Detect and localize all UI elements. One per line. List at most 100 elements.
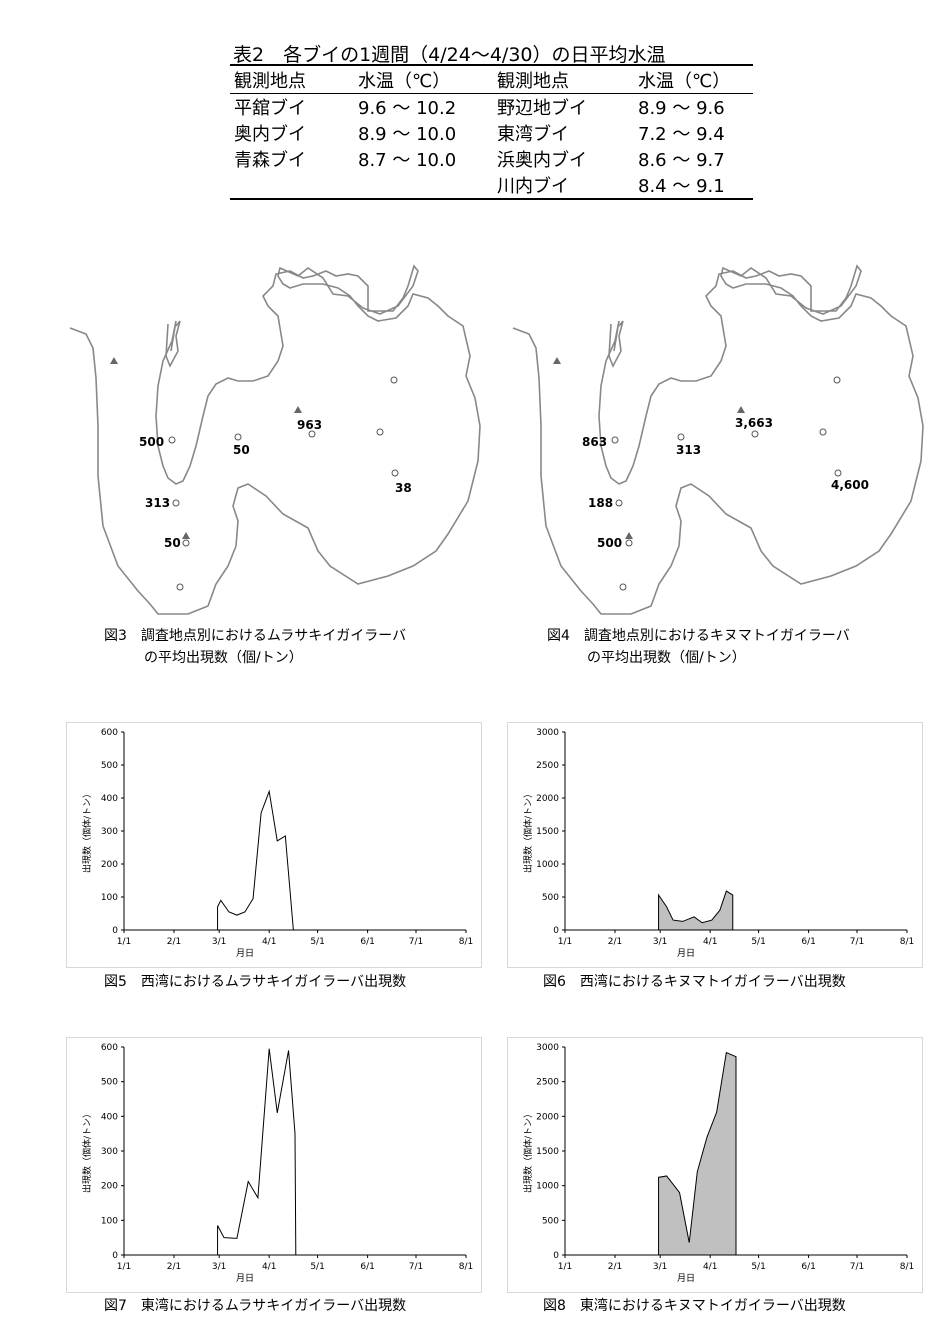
- bay-map: 863 313 3,663 188 4,600 500: [512, 264, 924, 615]
- chart-frame: [507, 1037, 923, 1293]
- y-tick-label: 3000: [536, 1043, 559, 1053]
- x-tick-label: 4/1: [262, 937, 276, 947]
- table-title: 表2 各ブイの1週間（4/24～4/30）の日平均水温: [233, 44, 666, 66]
- map-value-label: 188: [588, 496, 613, 510]
- x-axis-label: 月日: [677, 948, 695, 959]
- x-axis-label: 月日: [236, 948, 254, 959]
- map-value-label: 313: [145, 496, 170, 510]
- coastline-west: [608, 320, 624, 368]
- table-cell: [230, 172, 354, 200]
- map-figure-3: 500 50 963 313 38 50: [68, 264, 488, 620]
- table-cell: 7.2 ～ 9.4: [638, 124, 725, 145]
- station-marker: [308, 430, 316, 438]
- x-tick-label: 4/1: [262, 1262, 276, 1272]
- y-tick-label: 0: [112, 926, 118, 936]
- y-tick-label: 600: [101, 1043, 118, 1053]
- header-station-1: 観測地点: [230, 64, 354, 94]
- buoy-marker: [182, 532, 190, 539]
- table-cell: 平舘ブイ: [234, 98, 306, 119]
- coastline: [69, 264, 481, 615]
- y-tick-label: 1000: [536, 1182, 559, 1192]
- y-tick-label: 500: [101, 761, 118, 771]
- x-tick-label: 6/1: [360, 1262, 374, 1272]
- series-area: [658, 1051, 737, 1256]
- caption-line: 図4 調査地点別におけるキヌマトイガイラーバ: [547, 628, 850, 644]
- y-tick-label: 100: [101, 1216, 118, 1226]
- x-tick-label: 8/1: [900, 1262, 914, 1272]
- station-marker: [611, 436, 619, 444]
- x-tick-label: 7/1: [850, 1262, 864, 1272]
- y-tick-label: 300: [101, 827, 118, 837]
- map-value-label: 863: [582, 435, 607, 449]
- buoy-marker: [625, 532, 633, 539]
- table-cell: 8.7 ～ 10.0: [358, 150, 457, 171]
- y-tick-label: 300: [101, 1147, 118, 1157]
- y-tick-label: 200: [101, 860, 118, 870]
- x-tick-label: 6/1: [801, 1262, 815, 1272]
- chart-svg: 0 500 1000 1500 2000 2500 3000 1/1 2/1 3/1 4/1 5/1 6…: [507, 1037, 923, 1293]
- table-row: 青森ブイ 8.7 ～ 10.0 浜奥内ブイ 8.6 ～ 9.7: [230, 146, 753, 172]
- table-cell: 浜奥内ブイ: [497, 150, 587, 171]
- table-cell: 8.9 ～ 10.0: [358, 124, 457, 145]
- caption-line: の平均出現数（個/トン）: [144, 650, 303, 666]
- map-value-label: 500: [139, 435, 164, 449]
- station-marker: [172, 499, 180, 507]
- map-value-label: 50: [233, 443, 250, 457]
- table-row: 奥内ブイ 8.9 ～ 10.0 東湾ブイ 7.2 ～ 9.4: [230, 120, 753, 146]
- x-tick-label: 5/1: [751, 1262, 765, 1272]
- station-marker: [182, 539, 190, 547]
- y-tick-label: 500: [542, 1216, 559, 1226]
- table-cell: 8.4 ～ 9.1: [634, 172, 753, 200]
- y-tick-label: 0: [553, 926, 559, 936]
- y-axis-label: 出現数（個体/トン）: [81, 1109, 93, 1193]
- series-area: [658, 890, 734, 931]
- station-marker: [376, 428, 384, 436]
- station-marker: [615, 499, 623, 507]
- y-tick-label: 2500: [536, 1078, 559, 1088]
- y-tick-label: 100: [101, 893, 118, 903]
- chart-frame: [66, 1037, 482, 1293]
- y-tick-label: 400: [101, 1112, 118, 1122]
- buoy-marker: [110, 357, 118, 364]
- station-marker: [234, 433, 242, 441]
- figure-6-caption: 図6 西湾におけるキヌマトイガイラーバ出現数: [543, 974, 846, 990]
- x-tick-label: 8/1: [459, 937, 473, 947]
- x-tick-label: 3/1: [653, 1262, 667, 1272]
- station-marker: [619, 583, 627, 591]
- map-value-label: 4,600: [831, 478, 869, 492]
- header-station-2: 観測地点: [493, 64, 634, 94]
- y-tick-label: 0: [553, 1251, 559, 1261]
- station-marker: [168, 436, 176, 444]
- station-marker: [819, 428, 827, 436]
- table-cell: 川内ブイ: [493, 172, 634, 200]
- y-axis-label: 出現数（個体/トン）: [81, 789, 93, 873]
- figure-5-caption: 図5 西湾におけるムラサキイガイラーバ出現数: [104, 974, 407, 990]
- x-tick-label: 7/1: [409, 1262, 423, 1272]
- x-axis-label: 月日: [677, 1273, 695, 1284]
- series-line: [217, 789, 294, 931]
- x-tick-label: 3/1: [212, 1262, 226, 1272]
- table-row: 川内ブイ 8.4 ～ 9.1: [230, 172, 753, 200]
- y-axis-label: 出現数（個体/トン）: [522, 789, 534, 873]
- x-tick-label: 7/1: [850, 937, 864, 947]
- caption-line: 図3 調査地点別におけるムラサキイガイラーバ: [104, 628, 407, 644]
- x-tick-label: 7/1: [409, 937, 423, 947]
- station-marker: [176, 583, 184, 591]
- table-cell: 9.6 ～ 10.2: [358, 98, 457, 119]
- table-cell: 奥内ブイ: [234, 124, 306, 145]
- y-tick-label: 0: [112, 1251, 118, 1261]
- station-marker: [677, 433, 685, 441]
- x-axis-label: 月日: [236, 1273, 254, 1284]
- chart-figure-7: 0 100 200 300 400 500 600 1/1 2/1 3/1 4/1 5/1 6/1 7/1…: [66, 1037, 482, 1297]
- figure-3-caption: 図3 調査地点別におけるムラサキイガイラーバ の平均出現数（個/トン）: [104, 625, 406, 669]
- chart-svg: 0 100 200 300 400 500 600 1/1 2/1 3/1 4/1 5/1 6/1 7/1…: [66, 722, 482, 968]
- station-marker: [390, 376, 398, 384]
- y-tick-label: 1000: [536, 860, 559, 870]
- x-tick-label: 4/1: [703, 1262, 717, 1272]
- x-tick-label: 3/1: [653, 937, 667, 947]
- chart-svg: 0 100 200 300 400 500 600 1/1 2/1 3/1 4/1 5/1 6/1 7/1…: [66, 1037, 482, 1293]
- y-tick-label: 1500: [536, 1147, 559, 1157]
- y-tick-label: 500: [542, 893, 559, 903]
- y-tick-label: 400: [101, 794, 118, 804]
- y-tick-label: 1500: [536, 827, 559, 837]
